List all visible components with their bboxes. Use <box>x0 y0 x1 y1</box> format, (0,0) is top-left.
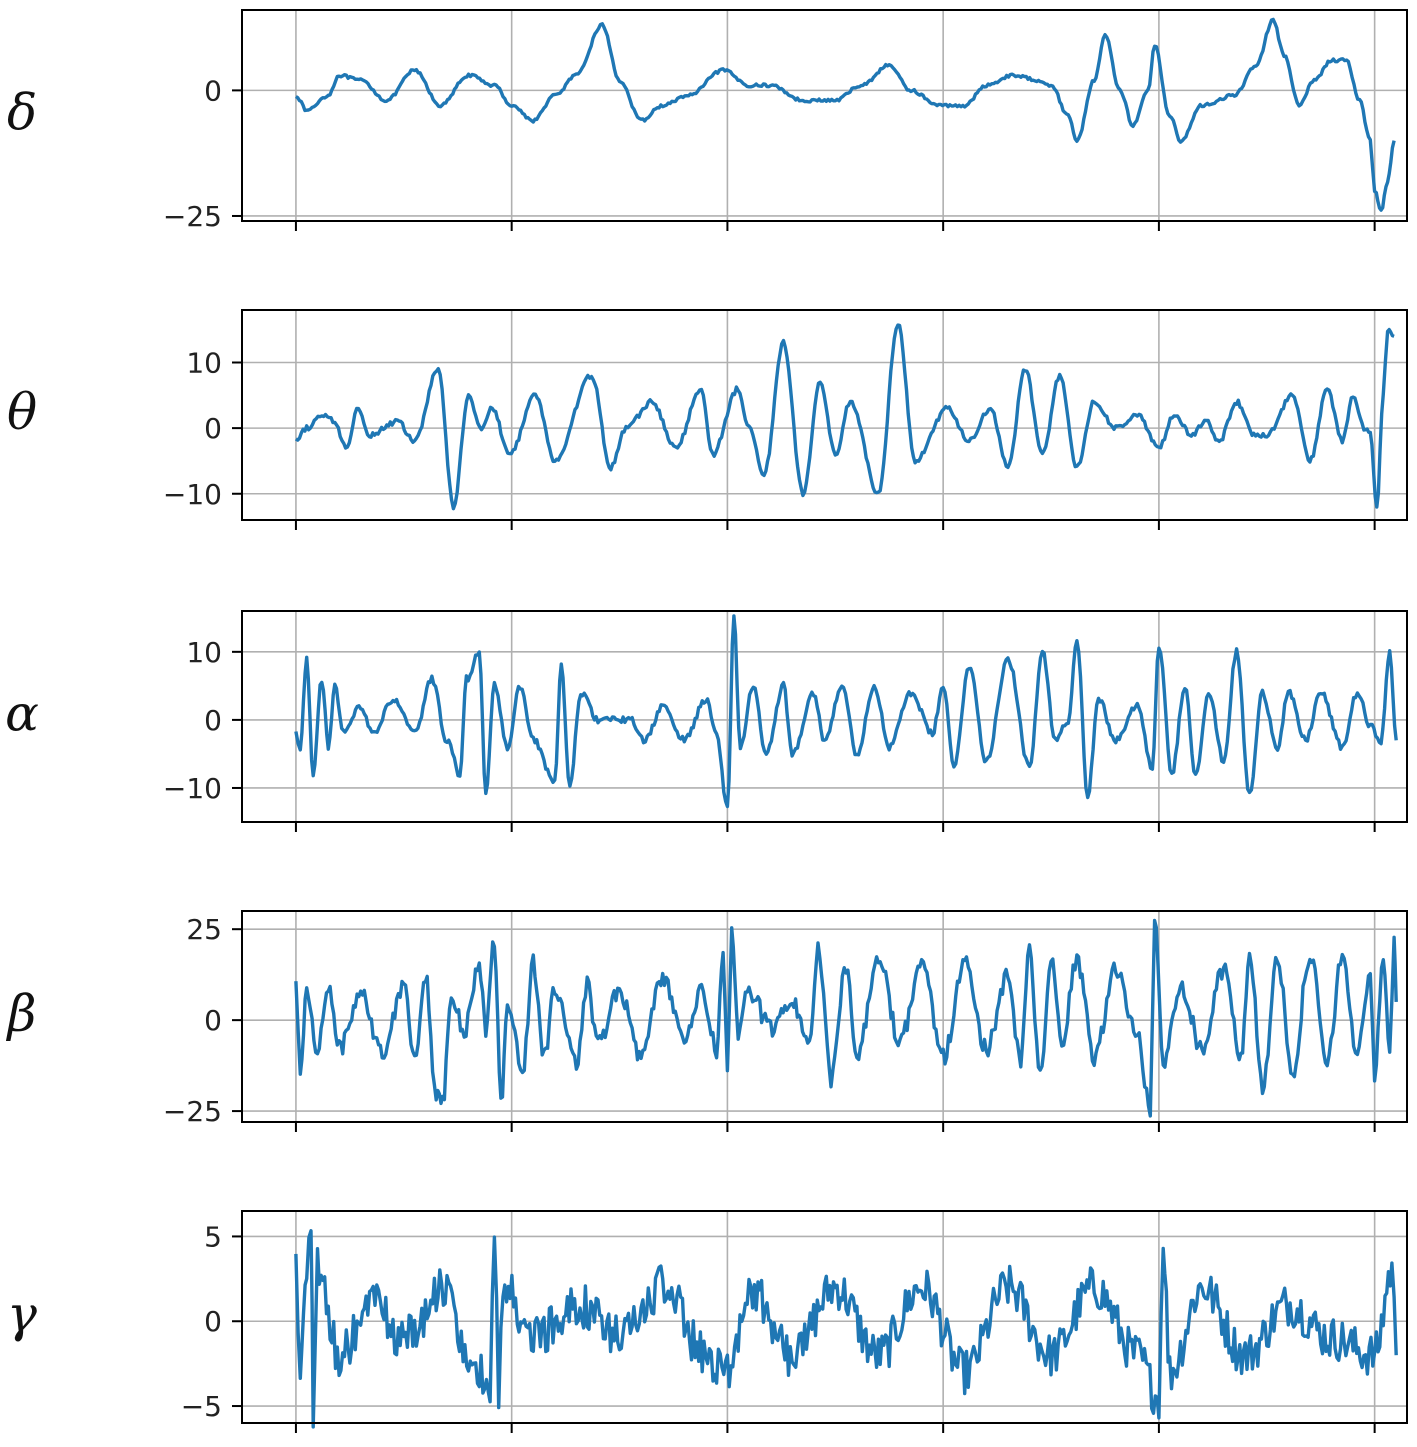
band-label: δ <box>7 84 37 142</box>
y-tick-label: 25 <box>186 913 222 946</box>
axes-frame <box>241 910 1408 1123</box>
signal-line-1 <box>294 323 1395 511</box>
y-tick-label: 10 <box>186 636 222 669</box>
axes-frame <box>241 1210 1408 1424</box>
signal-line-0 <box>295 17 1396 212</box>
y-tick-label: −10 <box>163 772 222 805</box>
y-tick-label: 0 <box>204 704 222 737</box>
y-tick-label: −25 <box>163 1095 222 1128</box>
band-label: β <box>6 985 37 1043</box>
band-label: α <box>5 685 39 743</box>
axes-frame <box>241 9 1408 222</box>
y-tick-label: −25 <box>163 200 222 233</box>
band-label: γ <box>7 1285 37 1343</box>
y-tick-label: 0 <box>204 74 222 107</box>
signal-line-4 <box>294 1229 1398 1429</box>
axes-frame <box>241 309 1408 521</box>
axes-frame <box>241 610 1408 823</box>
y-tick-label: −5 <box>181 1390 222 1423</box>
y-tick-label: 0 <box>204 412 222 445</box>
y-tick-label: 0 <box>204 1305 222 1338</box>
signal-line-3 <box>294 918 1398 1118</box>
panel-3: 25 0 −25 β <box>6 910 1408 1132</box>
band-label: θ <box>7 383 37 441</box>
panel-4: 5 0 −5 γ <box>7 1210 1408 1433</box>
signal-line-2 <box>294 614 1398 809</box>
y-tick-label: 0 <box>204 1004 222 1037</box>
y-tick-label: 10 <box>186 347 222 380</box>
panel-0: 0 −25 δ <box>7 9 1408 233</box>
panel-2: 10 0 −10 α <box>5 610 1408 832</box>
y-tick-label: −10 <box>163 478 222 511</box>
panel-1: 10 0 −10 θ <box>7 309 1408 530</box>
y-tick-label: 5 <box>204 1220 222 1253</box>
